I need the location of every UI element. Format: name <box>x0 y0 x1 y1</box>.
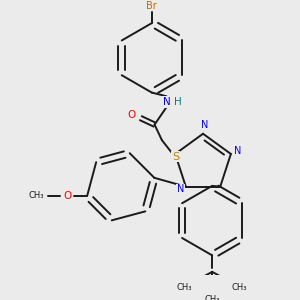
Text: Br: Br <box>146 1 157 11</box>
Text: O: O <box>63 191 71 201</box>
Text: CH₃: CH₃ <box>232 283 248 292</box>
Text: N: N <box>235 146 242 156</box>
Text: H: H <box>174 97 181 107</box>
Text: N: N <box>177 184 184 194</box>
Text: CH₃: CH₃ <box>28 191 44 200</box>
Text: S: S <box>172 152 179 162</box>
Text: CH₃: CH₃ <box>204 295 220 300</box>
Text: N: N <box>201 120 208 130</box>
Text: CH₃: CH₃ <box>177 283 193 292</box>
Text: N: N <box>163 97 170 107</box>
Text: O: O <box>128 110 136 119</box>
